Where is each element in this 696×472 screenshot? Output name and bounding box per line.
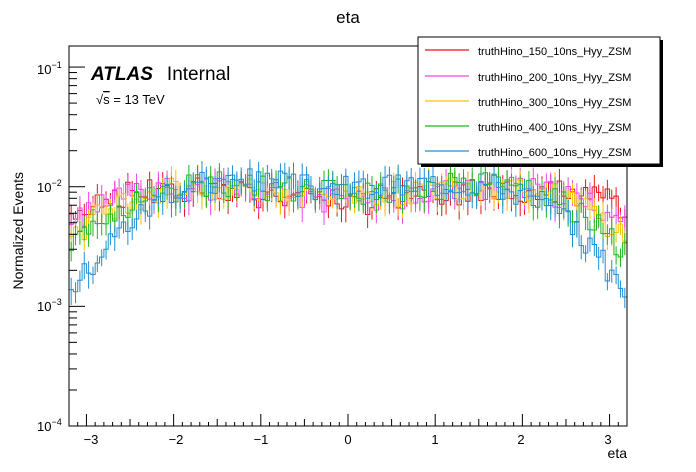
x-tick-label: 0 (344, 432, 351, 447)
chart-title: eta (336, 8, 360, 27)
legend: truthHino_150_10ns_Hyy_ZSM truthHino_200… (417, 36, 663, 167)
legend-entry: truthHino_200_10ns_Hyy_ZSM (478, 72, 631, 84)
legend-swatches (425, 49, 469, 152)
legend-entry: truthHino_150_10ns_Hyy_ZSM (478, 46, 631, 58)
y-axis-label: Normalized Events (10, 172, 26, 290)
x-tick-label: 3 (604, 432, 611, 447)
y-tick-label: 10−2 (37, 178, 62, 195)
x-axis-ticks (68, 414, 628, 426)
data-layer (69, 159, 627, 309)
x-tick-label: 1 (431, 432, 438, 447)
atlas-label: ATLAS Internal (90, 64, 230, 85)
energy-label: √s = 13 TeV (96, 92, 165, 107)
legend-entry: truthHino_300_10ns_Hyy_ZSM (478, 97, 631, 109)
y-axis-ticks (69, 66, 85, 427)
x-axis-label: eta (608, 445, 628, 461)
y-tick-label: 10−3 (37, 297, 62, 314)
x-tick-label: −2 (169, 432, 184, 447)
y-tick-label: 10−1 (37, 60, 62, 77)
legend-entry: truthHino_600_10ns_Hyy_ZSM (478, 147, 631, 159)
y-tick-label: 10−4 (37, 417, 62, 434)
x-tick-label: −3 (84, 432, 99, 447)
legend-entry: truthHino_400_10ns_Hyy_ZSM (478, 122, 631, 134)
series-4 (69, 159, 627, 309)
x-tick-label: 2 (517, 432, 524, 447)
x-tick-label: −1 (254, 432, 269, 447)
histogram-line (69, 168, 627, 298)
